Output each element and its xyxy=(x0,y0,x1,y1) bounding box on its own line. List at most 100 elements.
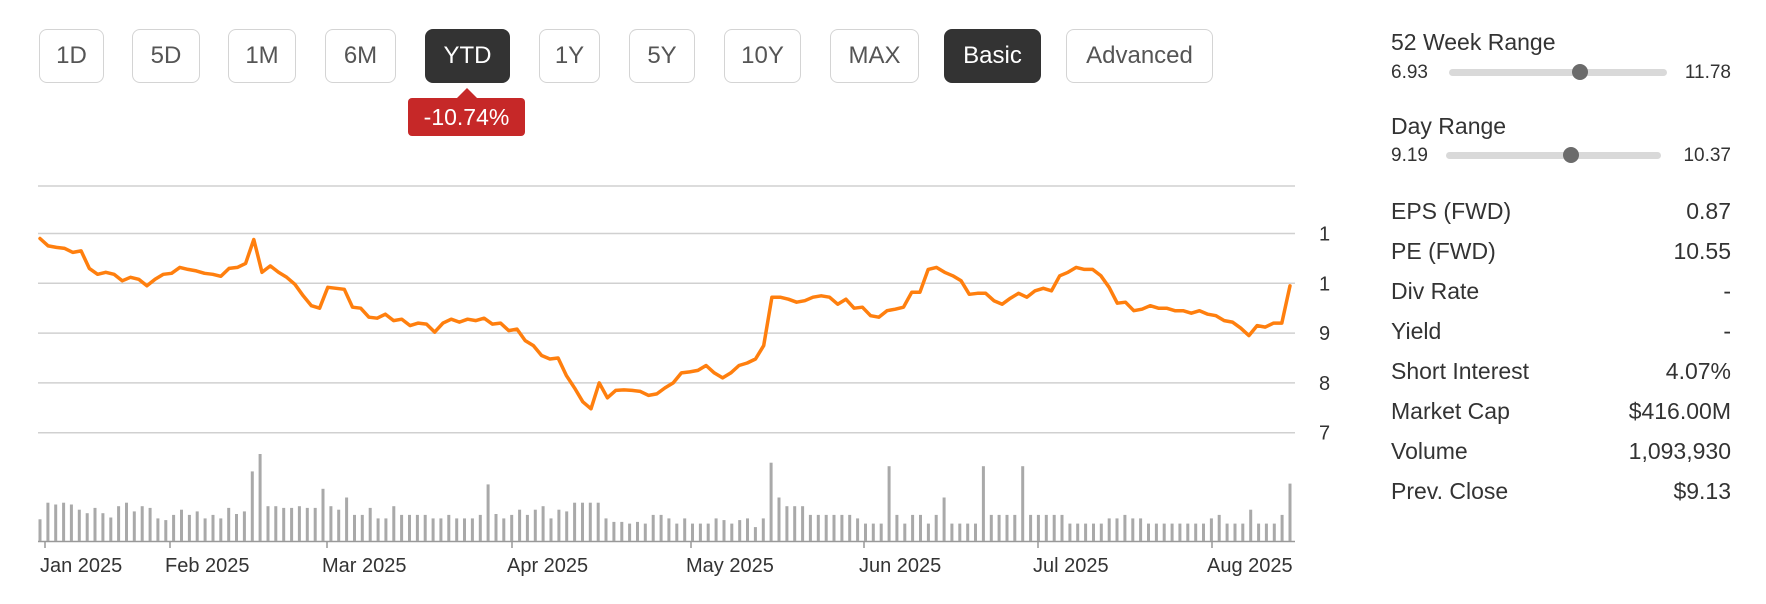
volume-bar xyxy=(439,518,443,541)
view-button-basic[interactable]: Basic xyxy=(944,29,1041,83)
volume-bar xyxy=(69,504,73,541)
volume-bar xyxy=(470,518,474,541)
volume-bar xyxy=(628,523,632,541)
range-button-max[interactable]: MAX xyxy=(830,29,919,83)
stat-label: Volume xyxy=(1391,437,1468,464)
view-button-advanced[interactable]: Advanced xyxy=(1066,29,1213,83)
volume-bar xyxy=(950,523,954,541)
volume-bar xyxy=(588,502,592,541)
volume-bar xyxy=(368,507,372,541)
volume-bar xyxy=(966,523,970,541)
volume-bar xyxy=(895,514,899,541)
volume-bar xyxy=(667,518,671,541)
volume-bar xyxy=(463,518,466,541)
volume-bar xyxy=(360,514,364,541)
x-tick-label: Aug 2025 xyxy=(1207,555,1293,577)
range-button-6m[interactable]: 6M xyxy=(325,29,396,83)
volume-bar xyxy=(848,514,852,541)
volume-bar xyxy=(305,507,309,541)
volume-bar xyxy=(455,518,459,541)
volume-bar xyxy=(989,514,993,541)
volume-bar xyxy=(274,506,278,541)
volume-bar xyxy=(337,509,341,541)
day-range-max: 10.37 xyxy=(1683,145,1731,166)
volume-bar xyxy=(478,514,482,541)
volume-bar xyxy=(77,509,81,541)
stat-value: - xyxy=(1723,317,1731,344)
volume-bar xyxy=(691,523,694,541)
volume-bar xyxy=(1068,523,1072,541)
stat-label: EPS (FWD) xyxy=(1391,197,1512,224)
volume-bar xyxy=(565,511,569,541)
range-button-1d[interactable]: 1D xyxy=(39,29,104,83)
stat-label: Yield xyxy=(1391,317,1442,344)
volume-bar xyxy=(510,514,514,541)
volume-bar xyxy=(297,506,301,541)
range-button-1y[interactable]: 1Y xyxy=(539,29,600,83)
range-button-5d[interactable]: 5D xyxy=(132,29,200,83)
volume-bar xyxy=(423,514,427,541)
volume-bar xyxy=(533,509,537,541)
volume-bar xyxy=(38,519,42,542)
x-tick-label: May 2025 xyxy=(686,555,774,577)
volume-bar xyxy=(1099,523,1103,541)
volume-bar xyxy=(1186,523,1190,541)
volume-bar xyxy=(801,506,805,541)
volume-bar xyxy=(1194,523,1198,541)
x-axis-ticks: Jan 2025 Feb 2025 Mar 2025 Apr 2025 May 2025… xyxy=(40,541,1293,577)
volume-bar xyxy=(148,507,152,541)
y-tick-label: 7 xyxy=(1319,423,1330,445)
stat-value: 4.07% xyxy=(1665,357,1731,384)
week52-range-min: 6.93 xyxy=(1391,62,1428,83)
range-button-5y[interactable]: 5Y xyxy=(629,29,695,83)
volume-bar xyxy=(1123,514,1127,541)
volume-bar xyxy=(1044,514,1048,541)
volume-bar xyxy=(824,514,828,541)
stat-value: 0.87 xyxy=(1686,197,1731,224)
volume-bar xyxy=(997,514,1001,541)
stat-value: 10.55 xyxy=(1673,237,1731,264)
volume-bar xyxy=(557,509,561,541)
volume-bar xyxy=(125,502,128,541)
volume-bar xyxy=(180,509,183,541)
y-tick-label: 11 xyxy=(1319,224,1330,246)
range-button-1m[interactable]: 1M xyxy=(228,29,296,83)
volume-bar xyxy=(769,462,773,541)
volume-bar xyxy=(871,523,875,541)
volume-bar xyxy=(675,523,679,541)
x-tick-label: Jan 2025 xyxy=(40,555,122,577)
volume-bar xyxy=(911,514,915,541)
range-button-ytd[interactable]: YTD xyxy=(425,29,510,83)
stat-label: Short Interest xyxy=(1391,357,1530,384)
stat-row-market-cap: Market Cap $416.00M xyxy=(1391,391,1731,431)
stat-row-volume: Volume 1,093,930 xyxy=(1391,431,1731,471)
stat-label: Prev. Close xyxy=(1391,477,1509,504)
volume-bar xyxy=(714,518,718,541)
volume-bar xyxy=(942,497,946,541)
volume-bar xyxy=(235,514,238,541)
week52-range-max: 11.78 xyxy=(1684,62,1731,83)
week52-range-track xyxy=(1449,64,1667,80)
volume-bar xyxy=(242,511,246,541)
volume-bar xyxy=(1272,523,1276,541)
change-badge: -10.74% xyxy=(408,88,525,136)
volume-bar xyxy=(879,523,883,541)
week52-range-title: 52 Week Range xyxy=(1391,29,1556,55)
range-button-10y[interactable]: 10Y xyxy=(724,29,801,83)
volume-bar xyxy=(706,523,710,541)
volume-bar xyxy=(1264,523,1268,541)
volume-bar xyxy=(1217,514,1221,541)
volume-bar xyxy=(1005,514,1009,541)
y-tick-label: 9 xyxy=(1319,323,1330,345)
volume-bar xyxy=(408,514,411,541)
volume-bar xyxy=(1209,518,1213,541)
volume-bar xyxy=(1249,509,1253,541)
volume-bar xyxy=(321,488,325,541)
volume-bar xyxy=(1154,523,1158,541)
volume-bar xyxy=(722,520,726,541)
volume-bar xyxy=(730,523,734,541)
volume-bar xyxy=(581,502,584,541)
volume-bar xyxy=(392,506,396,541)
volume-bar xyxy=(313,507,317,541)
stat-label: Div Rate xyxy=(1391,277,1480,304)
